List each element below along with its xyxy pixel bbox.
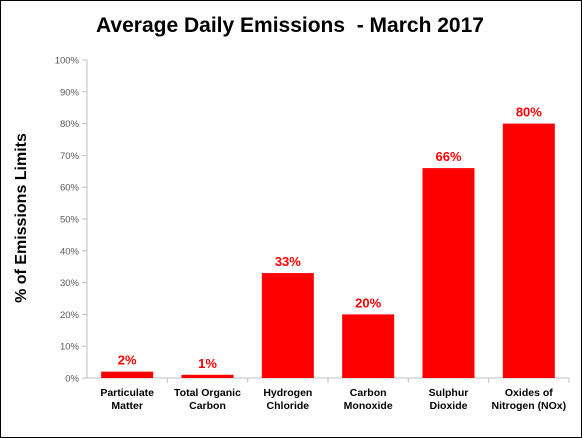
category-label: Chloride <box>267 400 310 412</box>
y-tick-label: 50% <box>60 215 80 226</box>
bar <box>422 168 475 378</box>
category-label: Particulate <box>100 387 154 399</box>
category-label: Hydrogen <box>263 387 312 399</box>
data-label: 20% <box>355 295 381 310</box>
y-tick-label: 0% <box>65 374 79 385</box>
data-label: 1% <box>198 356 217 371</box>
category-label: Sulphur <box>429 387 469 399</box>
y-tick-label: 10% <box>60 342 80 353</box>
chart-title: Average Daily Emissions - March 2017 <box>96 14 484 37</box>
data-label: 2% <box>118 353 137 368</box>
data-label: 33% <box>275 254 301 269</box>
y-tick-label: 20% <box>60 310 80 321</box>
bar <box>261 273 314 378</box>
data-label: 66% <box>435 149 461 164</box>
category-label: Nitrogen (NOx) <box>491 400 566 412</box>
category-label: Dioxide <box>430 400 468 412</box>
category-label: Carbon <box>189 400 226 412</box>
data-label: 80% <box>516 105 542 120</box>
category-label: Total Organic <box>174 387 241 399</box>
y-tick-label: 90% <box>60 87 80 98</box>
y-tick-label: 60% <box>60 183 80 194</box>
category-label: Monoxide <box>344 400 393 412</box>
y-tick-label: 40% <box>60 246 80 257</box>
y-tick-label: 30% <box>60 278 80 289</box>
bar <box>342 314 395 378</box>
bar <box>101 371 154 378</box>
category-label: Oxides of <box>505 387 553 399</box>
bar <box>181 374 234 378</box>
y-tick-label: 100% <box>55 56 80 67</box>
category-label: Matter <box>111 400 143 412</box>
y-tick-label: 70% <box>60 151 80 162</box>
category-label: Carbon <box>350 387 387 399</box>
bar <box>502 123 555 378</box>
y-tick-label: 80% <box>60 119 80 130</box>
